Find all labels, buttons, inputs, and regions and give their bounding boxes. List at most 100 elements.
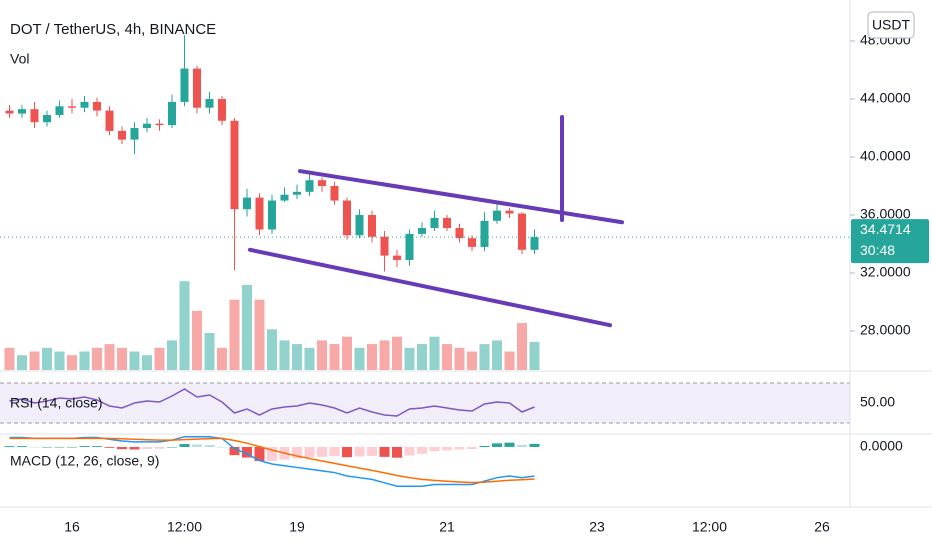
volume-bar <box>529 341 540 370</box>
candle-body <box>468 238 476 247</box>
macd-histogram-bar <box>467 446 477 449</box>
candle-body <box>330 186 339 201</box>
candle-body <box>280 194 289 201</box>
macd-line <box>9 435 535 487</box>
macd-histogram-bar <box>492 443 502 447</box>
macd-histogram-bar <box>342 446 352 458</box>
volume-bar <box>204 333 215 370</box>
volume-bar <box>279 340 290 370</box>
macd-histogram-bar <box>267 446 277 461</box>
volume-bar <box>167 340 177 370</box>
volume-bar <box>379 340 390 370</box>
candle-body <box>293 191 301 195</box>
candle-body <box>518 213 526 250</box>
candle-body <box>93 101 101 111</box>
candle-body <box>55 106 64 115</box>
x-tick-label: 26 <box>814 519 830 535</box>
macd-histogram-bar <box>379 446 390 457</box>
volume-bar <box>504 351 515 370</box>
candle-body <box>430 217 439 229</box>
candle-body <box>168 101 176 126</box>
volume-bar <box>192 310 202 370</box>
volume-bar <box>229 299 240 370</box>
macd-histogram-bar <box>304 446 315 458</box>
candle-body <box>118 130 126 140</box>
candle-body <box>155 123 164 126</box>
x-tick-label: 12:00 <box>167 519 202 535</box>
macd-histogram-bar <box>117 446 127 450</box>
volume-bar <box>329 344 340 370</box>
candle-body <box>305 180 314 192</box>
candle-body <box>5 110 14 114</box>
x-tick-label: 23 <box>589 519 605 535</box>
price-badge-value: 34.4714 <box>860 221 911 237</box>
macd-histogram-bar <box>392 446 402 458</box>
volume-bar <box>517 323 527 370</box>
macd-histogram-bar <box>204 445 215 447</box>
candle-body <box>443 217 451 229</box>
macd-histogram-bar <box>154 446 165 449</box>
candle-body <box>343 200 351 236</box>
macd-histogram-bar <box>454 446 465 450</box>
volume-bar <box>179 281 190 370</box>
chart-title: DOT / TetherUS, 4h, BINANCE <box>10 21 216 38</box>
y-tick-label: 44.0000 <box>860 90 911 106</box>
macd-histogram-bar <box>292 446 302 459</box>
volume-bar <box>117 347 127 370</box>
candle-body <box>218 99 226 121</box>
macd-histogram-bar <box>54 446 65 448</box>
macd-histogram-bar <box>67 446 77 448</box>
candle-body <box>130 128 139 140</box>
volume-bar <box>104 344 115 370</box>
volume-bar <box>442 344 452 370</box>
macd-histogram-bar <box>504 442 515 447</box>
volume-bar <box>217 347 227 370</box>
macd-histogram-bar <box>79 446 90 447</box>
candle-body <box>80 101 89 108</box>
volume-bar <box>292 344 302 370</box>
macd-histogram-bar <box>167 446 177 448</box>
volume-bar <box>492 340 502 370</box>
y-tick-label: 32.0000 <box>860 264 911 280</box>
macd-histogram-bar <box>429 446 440 452</box>
x-tick-label: 16 <box>64 519 80 535</box>
candle-body <box>368 215 376 237</box>
macd-histogram-bar <box>442 446 452 451</box>
volume-bar <box>42 347 52 370</box>
macd-histogram-bar <box>192 444 202 447</box>
plot-layer <box>0 0 932 508</box>
x-tick-label: 21 <box>439 519 455 535</box>
x-tick-label: 19 <box>289 519 305 535</box>
candle-body <box>393 255 401 260</box>
candle-body <box>418 228 426 234</box>
candle-body <box>105 110 114 131</box>
macd-histogram-bar <box>29 446 40 448</box>
volume-bar <box>67 355 77 370</box>
macd-histogram-bar <box>404 446 415 456</box>
volume-bar <box>417 344 427 370</box>
volume-bar <box>79 351 90 370</box>
volume-bar <box>29 351 40 370</box>
volume-bar <box>254 299 265 370</box>
macd-histogram-bar <box>529 443 540 447</box>
candle-body <box>380 236 389 256</box>
volume-bar <box>429 336 440 370</box>
candle-body <box>205 99 214 108</box>
macd-histogram-bar <box>254 446 265 461</box>
volume-bar <box>392 336 402 370</box>
macd-histogram-bar <box>217 446 227 448</box>
rsi-line <box>9 388 535 417</box>
macd-histogram-bar <box>229 446 240 456</box>
volume-bar <box>404 347 415 370</box>
volume-bar <box>317 340 327 370</box>
macd-label: MACD (12, 26, close, 9) <box>10 453 159 469</box>
price-badge <box>851 219 929 264</box>
x-tick-label: 12:00 <box>692 519 727 535</box>
signal-line <box>9 437 535 484</box>
candle-body <box>18 109 26 114</box>
candle-body <box>405 233 414 260</box>
macd-tick-label: 0.0000 <box>860 438 903 454</box>
macd-histogram-bar <box>242 446 252 458</box>
volume-bar <box>17 355 27 370</box>
macd-histogram-bar <box>129 446 140 450</box>
